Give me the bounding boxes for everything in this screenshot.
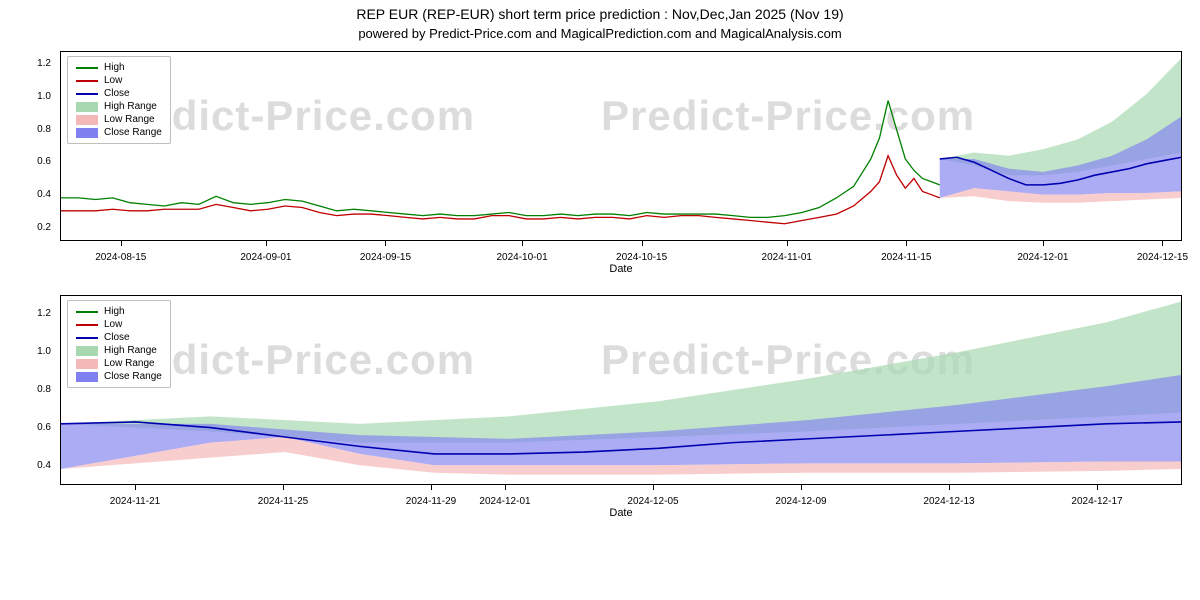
chart-1-plot: Predict-Price.com Predict-Price.com High…	[60, 51, 1182, 241]
legend2-close-range-swatch	[76, 372, 98, 382]
legend2-close: Close	[76, 331, 162, 344]
legend2-high-range-label: High Range	[104, 345, 157, 356]
legend2-close-swatch	[76, 337, 98, 339]
legend2-close-label: Close	[104, 332, 130, 343]
legend2-low-range: Low Range	[76, 357, 162, 370]
legend2-high: High	[76, 305, 162, 318]
legend-close-label: Close	[104, 88, 130, 99]
legend-high-swatch	[76, 67, 98, 69]
legend-low-label: Low	[104, 75, 122, 86]
chart-2-svg	[61, 296, 1181, 484]
chart-2-xticks: 2024-11-212024-11-252024-11-292024-12-01…	[61, 484, 1181, 490]
legend-high-label: High	[104, 62, 125, 73]
legend2-low-range-swatch	[76, 359, 98, 369]
legend2-high-swatch	[76, 311, 98, 313]
chart-1-xticks: 2024-08-152024-09-012024-09-152024-10-01…	[61, 240, 1181, 246]
legend2-close-range: Close Range	[76, 370, 162, 383]
chart-2-xlabel: Date	[60, 507, 1182, 519]
chart-title: REP EUR (REP-EUR) short term price predi…	[0, 0, 1200, 22]
legend-low-range: Low Range	[76, 113, 162, 126]
legend-high-range-label: High Range	[104, 101, 157, 112]
chart-1-wrap: Price Predict-Price.com Predict-Price.co…	[18, 51, 1182, 291]
chart-subtitle: powered by Predict-Price.com and Magical…	[0, 22, 1200, 41]
legend-high-range: High Range	[76, 100, 162, 113]
chart-2-ylabel: Price	[0, 402, 3, 427]
legend2-high-label: High	[104, 306, 125, 317]
legend2-high-range-swatch	[76, 346, 98, 356]
legend-high-range-swatch	[76, 102, 98, 112]
legend-close: Close	[76, 87, 162, 100]
chart-1-svg	[61, 52, 1181, 240]
legend-low: Low	[76, 74, 162, 87]
legend-low-range-swatch	[76, 115, 98, 125]
legend-close-swatch	[76, 93, 98, 95]
legend2-low-swatch	[76, 324, 98, 326]
chart-1-ylabel: Price	[0, 158, 3, 183]
legend-close-range-swatch	[76, 128, 98, 138]
chart-2-plot: Predict-Price.com Predict-Price.com High…	[60, 295, 1182, 485]
chart-2-yticks: 0.40.60.81.01.2	[55, 296, 61, 484]
chart-1-legend: High Low Close High Range Low Range Clos…	[67, 56, 171, 144]
legend-close-range: Close Range	[76, 126, 162, 139]
legend-low-range-label: Low Range	[104, 114, 155, 125]
legend-close-range-label: Close Range	[104, 127, 162, 138]
legend2-close-range-label: Close Range	[104, 371, 162, 382]
legend2-high-range: High Range	[76, 344, 162, 357]
chart-1-xlabel: Date	[60, 263, 1182, 275]
legend-high: High	[76, 61, 162, 74]
chart-1-yticks: 0.20.40.60.81.01.2	[55, 52, 61, 240]
chart-2-wrap: Price Predict-Price.com Predict-Price.co…	[18, 295, 1182, 535]
legend2-low-label: Low	[104, 319, 122, 330]
chart-2-legend: High Low Close High Range Low Range Clos…	[67, 300, 171, 388]
legend2-low-range-label: Low Range	[104, 358, 155, 369]
legend2-low: Low	[76, 318, 162, 331]
legend-low-swatch	[76, 80, 98, 82]
